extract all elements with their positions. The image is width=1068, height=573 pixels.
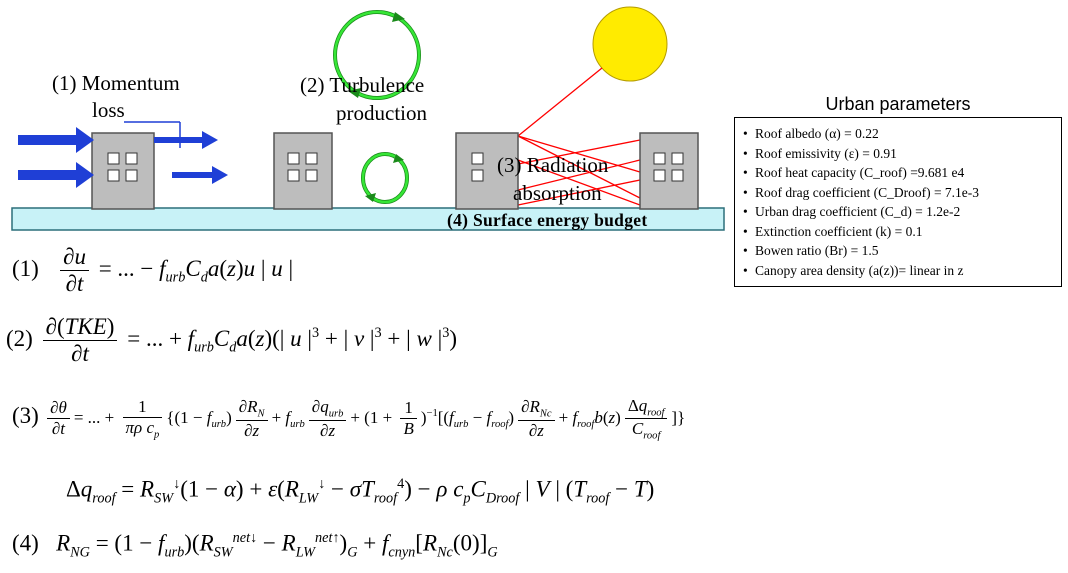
wind-arrows-deflected (154, 131, 228, 184)
label-surface-energy-budget: (4) Surface energy budget (447, 210, 648, 230)
turbulence-large-eddy (333, 10, 421, 100)
param-item: Urban drag coefficient (C_d) = 1.2e-2 (743, 202, 1061, 222)
ground-surface (11, 207, 725, 231)
param-item: Canopy area density (a(z))= linear in z (743, 261, 1061, 281)
equation-1: (1) ∂u ∂t = ... − furbCda(z)u | u | (12, 244, 294, 296)
building-4 (639, 132, 699, 210)
turbulence-small-eddy (361, 152, 409, 204)
wind-arrows-incoming (18, 127, 94, 188)
equation-4: (4) RNG = (1 − furb)(RSWnet↓ − RLWnet↑)G… (12, 530, 498, 561)
urban-canopy-illustration (11, 6, 725, 231)
label-momentum-line1: (1) Momentum (52, 71, 180, 95)
sun-icon (592, 6, 668, 82)
param-item: Roof albedo (α) = 0.22 (743, 124, 1061, 144)
building-1 (91, 132, 155, 210)
label-turbulence-line2: production (336, 101, 427, 125)
param-item: Roof drag coefficient (C_Droof) = 7.1e-3 (743, 183, 1061, 203)
equation-2: (2) ∂(TKE) ∂t = ... + furbCda(z)(| u |3 +… (6, 314, 457, 366)
radiation-rays (517, 67, 641, 206)
params-box: Roof albedo (α) = 0.22 Roof emissivity (… (734, 117, 1062, 287)
momentum-bracket (124, 121, 181, 148)
param-item: Bowen ratio (Br) = 1.5 (743, 241, 1061, 261)
params-title: Urban parameters (825, 94, 971, 114)
param-item: Roof emissivity (ε) = 0.91 (743, 144, 1061, 164)
label-turbulence-line1: (2) Turbulence (300, 73, 425, 97)
param-item: Roof heat capacity (C_roof) =9.681 e4 (743, 163, 1061, 183)
label-radiation-line1: (3) Radiation (497, 153, 609, 177)
equation-3b: Δqroof = RSW↓(1 − α) + ε(RLW↓ − σTroof4)… (66, 476, 655, 507)
param-item: Extinction coefficient (k) = 0.1 (743, 222, 1061, 242)
equation-3: (3) ∂θ ∂t = ... + 1 πρ cp {(1 − furb) ∂RN ∂z + … (12, 396, 686, 442)
building-2 (273, 132, 333, 210)
label-radiation-line2: absorption (513, 181, 602, 205)
label-momentum-line2: loss (92, 98, 125, 122)
building-3 (455, 132, 519, 210)
